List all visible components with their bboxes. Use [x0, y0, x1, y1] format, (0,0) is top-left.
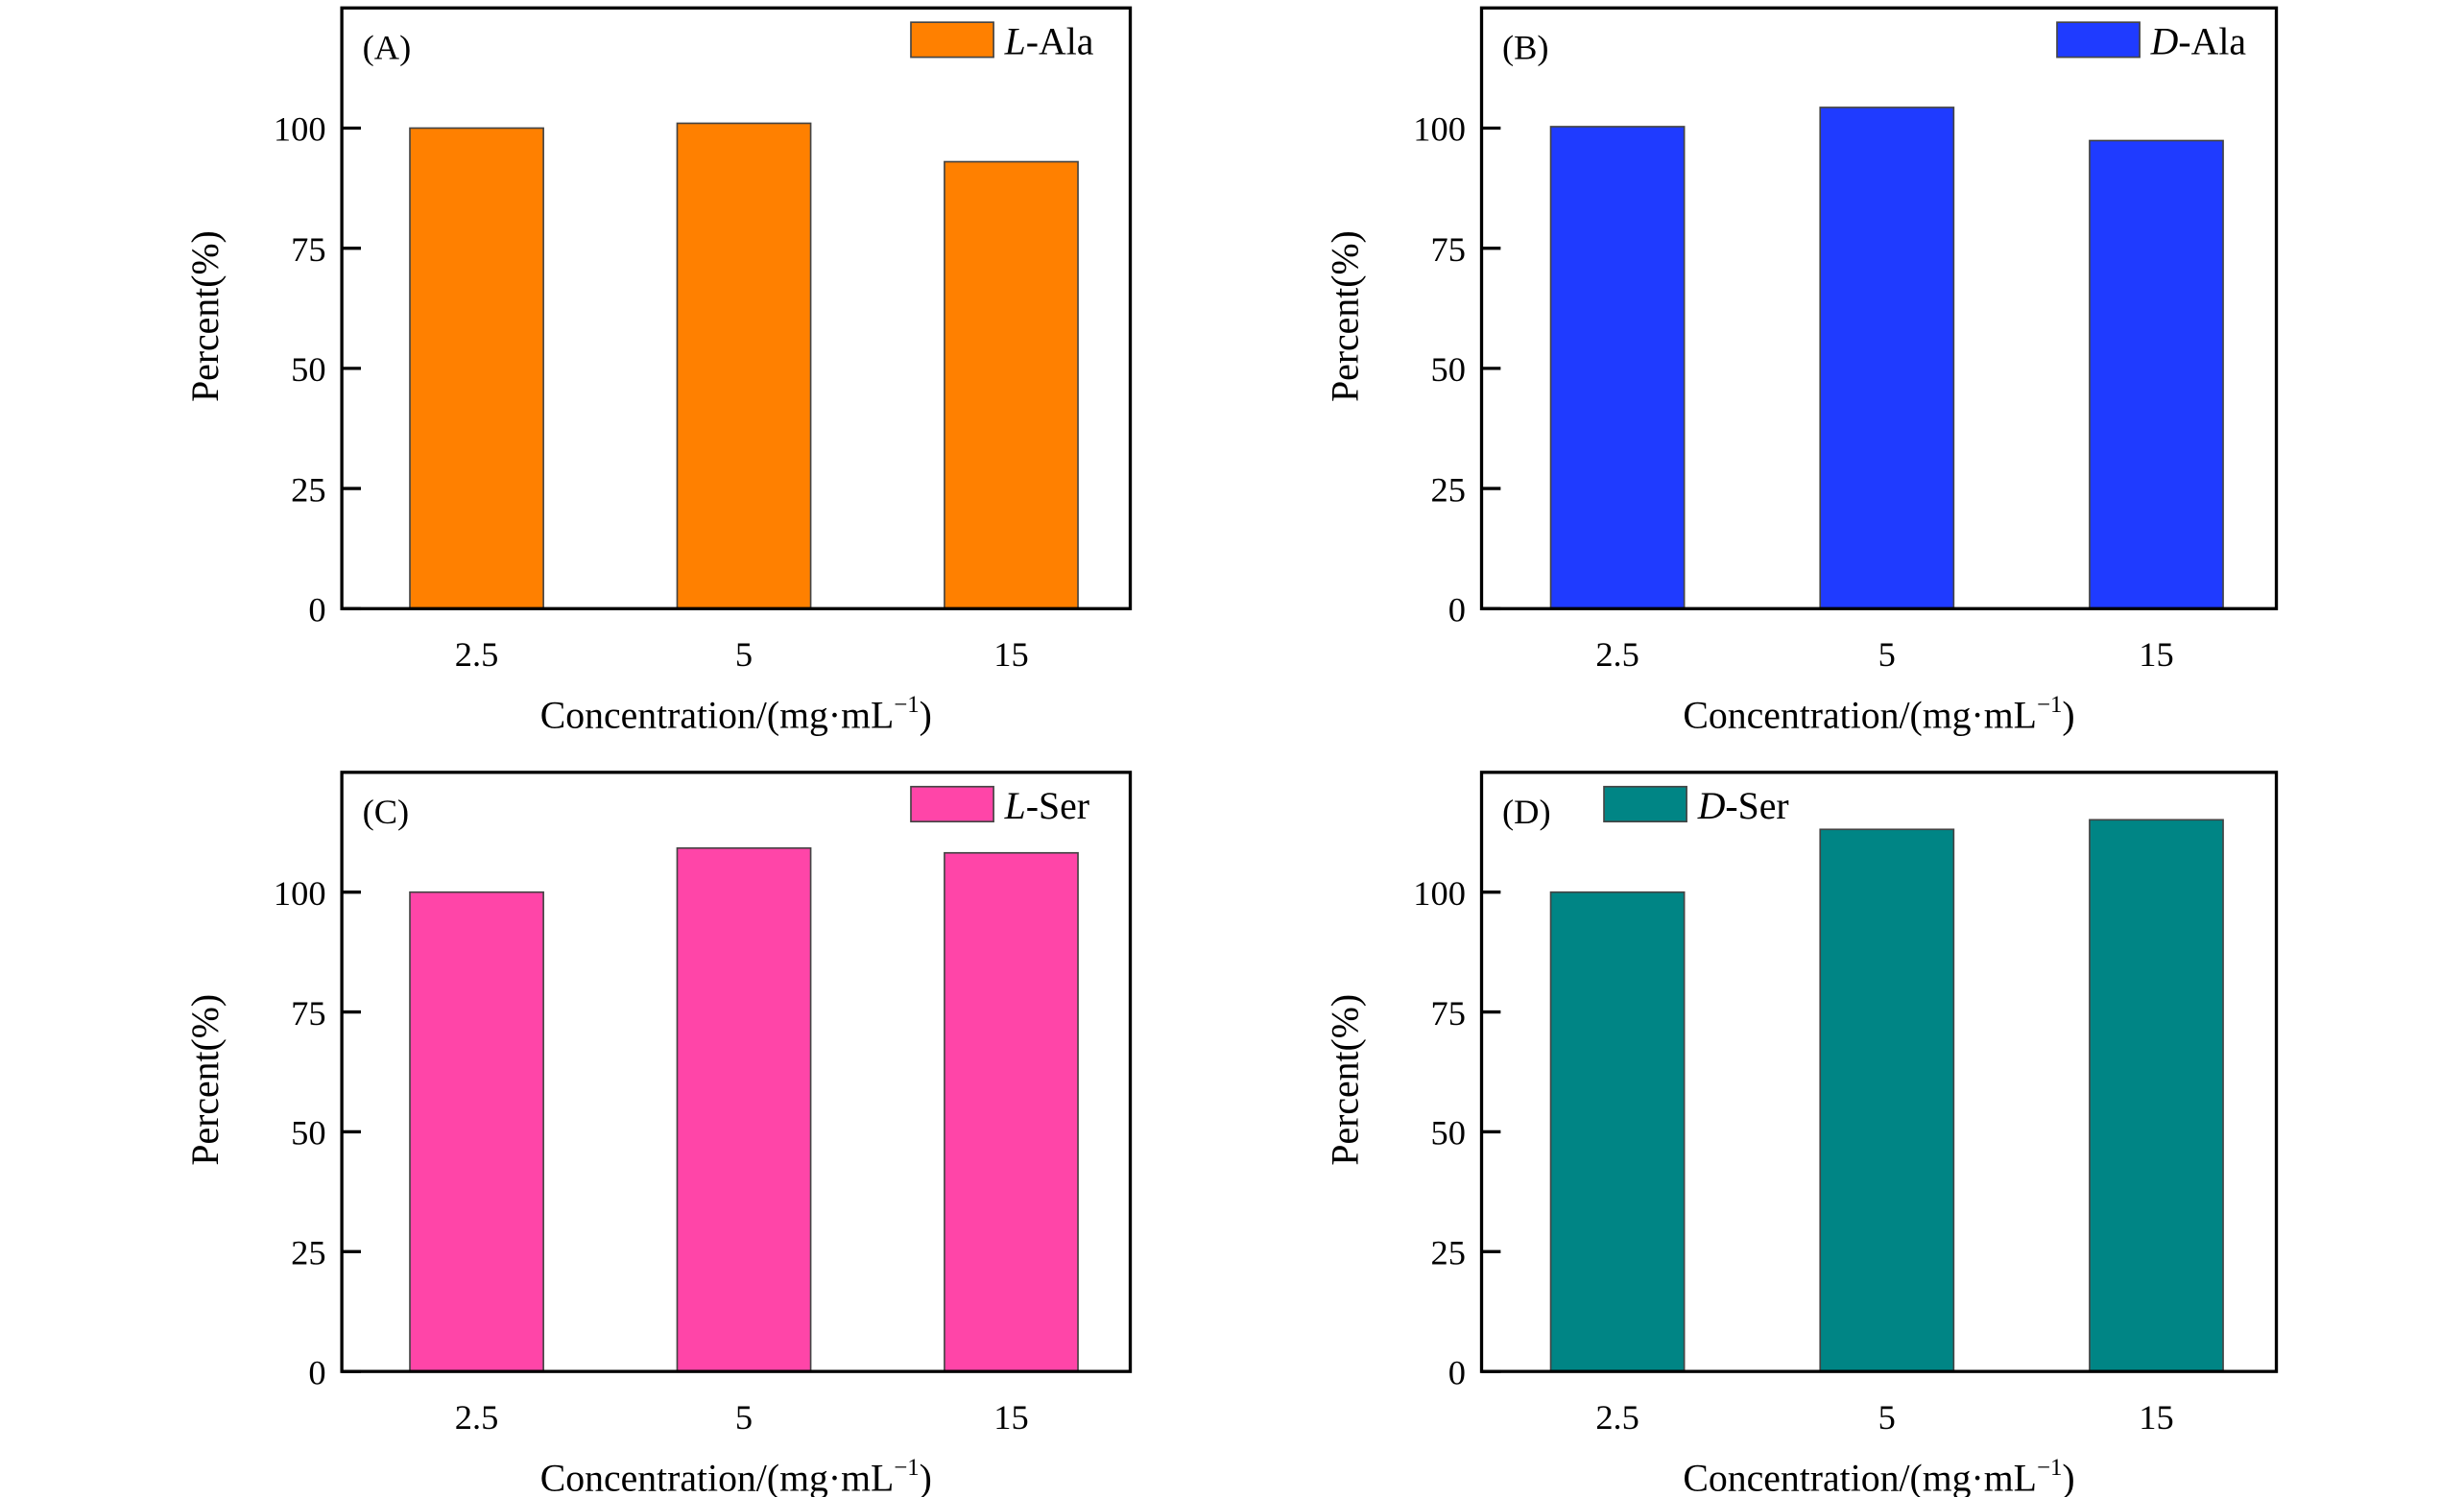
- x-tick-label: 2.5: [455, 635, 499, 674]
- legend-label: D-Ala: [2150, 20, 2247, 62]
- x-axis-label: Concentration/(mg·mL−1): [540, 1455, 932, 1497]
- legend-swatch: [910, 21, 994, 59]
- y-tick-label: 50: [291, 350, 325, 389]
- chart-panel-a: 2.5 5 15 0 25 50 75 100 (A) L-Ala Concentration/(m…: [184, 6, 1133, 737]
- y-tick-label: 100: [274, 110, 326, 149]
- x-axis-label-superscript: −1: [2037, 1455, 2062, 1481]
- legend-swatch: [910, 785, 994, 823]
- legend-label: L-Ser: [1004, 785, 1089, 827]
- bar: [2089, 139, 2224, 610]
- x-axis-label-superscript: −1: [894, 1455, 919, 1481]
- plot-frame: [340, 771, 1133, 1373]
- x-tick-label: 5: [1878, 1398, 1896, 1437]
- x-tick-label: 5: [735, 1398, 753, 1437]
- x-tick-label: 15: [993, 1398, 1028, 1437]
- x-tick-label: 2.5: [1595, 635, 1639, 674]
- x-tick-label: 15: [993, 635, 1028, 674]
- y-tick-label: 75: [1431, 994, 1466, 1033]
- x-axis-label-superscript: −1: [894, 692, 919, 718]
- y-tick-label: 50: [1431, 350, 1466, 389]
- bar: [676, 846, 812, 1372]
- x-axis-label-end: ): [2062, 694, 2074, 736]
- x-axis-label: Concentration/(mg·mL−1): [540, 692, 932, 737]
- plot-frame: [1479, 6, 2279, 610]
- y-tick-label: 0: [308, 591, 325, 630]
- bar: [1549, 126, 1686, 610]
- x-axis-label-main: Concentration/(mg·mL: [540, 694, 895, 736]
- legend-label-suffix: -Ser: [1725, 785, 1788, 827]
- x-tick-label: 2.5: [1595, 1398, 1639, 1437]
- y-tick-label: 75: [291, 230, 325, 269]
- x-axis-label-end: ): [920, 1457, 932, 1497]
- bar: [676, 122, 812, 610]
- bar: [2089, 819, 2224, 1373]
- y-axis-label: Percent(%): [184, 230, 227, 402]
- bar: [1819, 828, 1955, 1372]
- chart-panel-c: 2.5 5 15 0 25 50 75 100 (C) L-Ser Concentration/(m…: [184, 771, 1133, 1497]
- bar: [409, 127, 544, 610]
- legend-label-suffix: -Ala: [2178, 20, 2246, 62]
- legend-label: D-Ser: [1697, 785, 1789, 827]
- x-axis-label-main: Concentration/(mg·mL: [1683, 1457, 2037, 1497]
- x-tick-label: 15: [2139, 1398, 2173, 1437]
- x-tick-label: 15: [2139, 635, 2173, 674]
- x-axis-label-superscript: −1: [2037, 692, 2062, 718]
- x-axis-label-end: ): [2062, 1457, 2074, 1497]
- y-tick-label: 25: [1431, 470, 1466, 509]
- y-axis-label: Percent(%): [1324, 230, 1366, 402]
- legend-label-suffix: -Ser: [1026, 785, 1089, 827]
- chart-panel-d: 2.5 5 15 0 25 50 75 100 (D) D-Ser Concentration/(m…: [1324, 771, 2279, 1497]
- x-axis-label: Concentration/(mg·mL−1): [1683, 692, 2074, 737]
- plot-frame: [1479, 771, 2279, 1373]
- x-tick-label: 2.5: [455, 1398, 499, 1437]
- legend-label-prefix: D: [1697, 785, 1726, 827]
- y-tick-label: 100: [1413, 110, 1466, 149]
- legend-label: L-Ala: [1004, 20, 1094, 62]
- legend-label-prefix: L: [1004, 20, 1026, 62]
- x-tick-label: 5: [735, 635, 753, 674]
- y-axis-label: Percent(%): [1324, 994, 1366, 1166]
- chart-panel-b: 2.5 5 15 0 25 50 75 100 (B) D-Ala Concentration/(m…: [1324, 6, 2279, 737]
- legend-label-suffix: -Ala: [1026, 20, 1094, 62]
- y-tick-label: 0: [308, 1353, 325, 1391]
- y-tick-label: 25: [1431, 1234, 1466, 1272]
- legend-label-prefix: L: [1004, 785, 1026, 827]
- y-tick-label: 50: [1431, 1114, 1466, 1152]
- legend-swatch: [1603, 785, 1687, 823]
- bar: [1549, 891, 1686, 1373]
- y-tick-label: 75: [291, 994, 325, 1033]
- bar: [1819, 107, 1955, 610]
- plot-frame: [340, 6, 1133, 610]
- bar: [944, 160, 1079, 610]
- y-tick-label: 25: [291, 1234, 325, 1272]
- y-tick-label: 0: [1448, 591, 1466, 630]
- bar: [409, 891, 544, 1373]
- legend-swatch: [2056, 21, 2141, 59]
- y-tick-label: 0: [1448, 1353, 1466, 1391]
- x-axis-label-end: ): [920, 694, 932, 736]
- legend-label-prefix: D: [2150, 20, 2179, 62]
- y-tick-label: 100: [1413, 874, 1466, 913]
- x-axis-label: Concentration/(mg·mL−1): [1683, 1455, 2074, 1497]
- x-tick-label: 5: [1878, 635, 1896, 674]
- bar: [944, 851, 1079, 1373]
- panel-label: (A): [363, 28, 412, 66]
- x-axis-label-main: Concentration/(mg·mL: [1683, 694, 2037, 736]
- y-tick-label: 50: [291, 1114, 325, 1152]
- panel-label: (D): [1502, 793, 1551, 831]
- panel-label: (C): [363, 793, 410, 831]
- y-tick-label: 25: [291, 470, 325, 509]
- x-axis-label-main: Concentration/(mg·mL: [540, 1457, 895, 1497]
- y-tick-label: 100: [274, 874, 326, 913]
- y-axis-label: Percent(%): [184, 994, 227, 1166]
- panel-label: (B): [1502, 28, 1549, 66]
- y-tick-label: 75: [1431, 230, 1466, 269]
